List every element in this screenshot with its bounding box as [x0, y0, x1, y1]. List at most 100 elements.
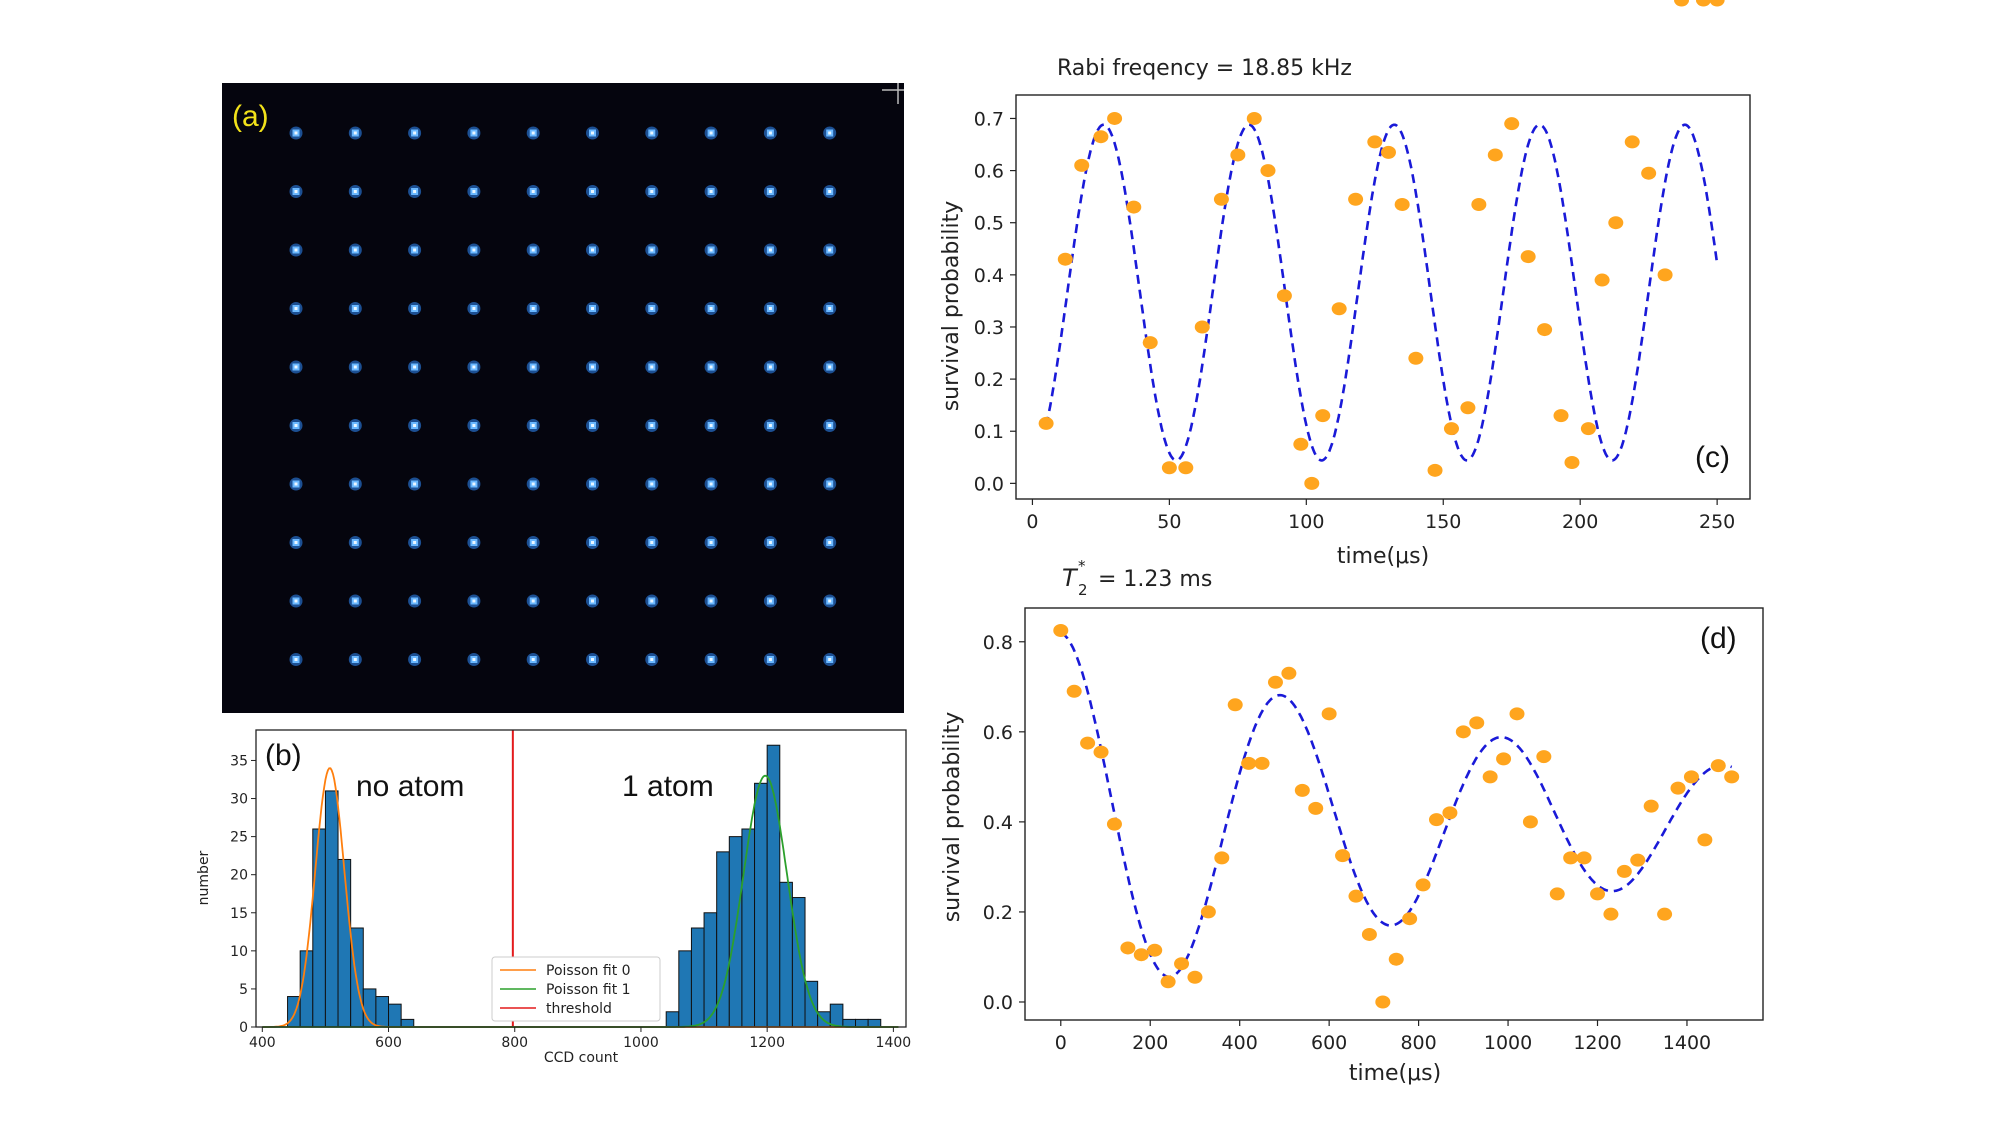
atom-spot [408, 185, 422, 198]
atom-spot [704, 360, 718, 374]
atom-spot [289, 126, 303, 140]
atom-spot [408, 126, 422, 140]
data-point [1161, 461, 1177, 475]
data-point [1482, 770, 1498, 784]
x-tick-label: 200 [1132, 1032, 1168, 1054]
atom-spot [289, 185, 303, 198]
x-tick-label: 0 [1026, 511, 1038, 533]
x-tick-label: 600 [1311, 1032, 1347, 1054]
atom-spot [704, 185, 718, 198]
histogram-bar [400, 1018, 415, 1028]
x-tick-label: 1200 [1573, 1032, 1621, 1054]
atom-spot [823, 243, 837, 257]
x-tick-label: 800 [1400, 1032, 1436, 1054]
histogram-bar [388, 1003, 402, 1028]
data-point [1367, 135, 1383, 149]
atom-spot [289, 477, 303, 491]
atom-spot [645, 536, 659, 549]
atom-array-grid [289, 126, 837, 666]
x-tick-label: 200 [1562, 511, 1598, 533]
atom-spot [467, 360, 481, 374]
atom-spot [645, 302, 659, 315]
histogram-bar [337, 858, 352, 1028]
atom-spot [408, 360, 422, 374]
ramsey-title-superscript: * [1078, 557, 1086, 575]
data-point [1057, 252, 1073, 266]
atom-spot [408, 419, 422, 432]
atom-spot [526, 536, 540, 549]
histogram-x-axis-label: CCD count [544, 1050, 619, 1066]
data-point [1608, 216, 1624, 230]
data-point [1142, 336, 1158, 350]
ramsey-y-axis-label: survival probability [940, 712, 965, 923]
one-atom-annotation: 1 atom [622, 770, 714, 803]
atom-spot [348, 243, 362, 257]
atom-spot [645, 477, 659, 491]
corner-crosshair-icon [882, 83, 904, 104]
atom-spot [348, 419, 362, 432]
legend-label-threshold: threshold [546, 1001, 612, 1017]
histogram-bar [375, 996, 390, 1028]
atom-spot [586, 360, 599, 374]
atom-spot [526, 302, 540, 315]
rabi-title: Rabi freqency = 18.85 kHz [1057, 56, 1352, 81]
fit-curve [1044, 123, 1719, 462]
no-atom-annotation: no atom [356, 770, 464, 803]
data-point [1267, 675, 1283, 689]
data-point [1509, 707, 1525, 721]
y-tick-label: 35 [230, 753, 248, 769]
ramsey-plot: 0 200 400 600 800 1000 1200 1400 0.0 0.2 0.4 0.6 0.8 [983, 624, 1740, 1054]
data-point [1536, 750, 1552, 764]
data-point [1388, 952, 1404, 966]
atom-spot [467, 536, 481, 549]
ramsey-title: T 2 * = 1.23 ms [1062, 557, 1212, 599]
atom-spot [763, 477, 777, 491]
data-point [1080, 736, 1096, 750]
data-point [1643, 799, 1659, 813]
atom-spot [348, 185, 362, 198]
atom-spot [586, 477, 599, 491]
data-point [1178, 461, 1194, 475]
data-point [1126, 200, 1142, 214]
atom-spot [348, 302, 362, 315]
panel-a: (a) [222, 83, 904, 713]
atom-spot [823, 302, 837, 315]
data-point [1683, 770, 1699, 784]
atom-spot [348, 360, 362, 374]
atom-spot [467, 653, 481, 666]
atom-spot [704, 653, 718, 666]
panel-a-camera-image [222, 83, 904, 713]
rabi-plot: 0 50 100 150 200 250 0.0 0.1 0.2 0.3 0.4 0.5 0.6 0.7 [974, 0, 1735, 533]
atom-spot [823, 477, 837, 491]
data-point [1293, 437, 1309, 451]
atom-spot [586, 536, 599, 549]
data-point [1487, 148, 1503, 162]
atom-spot [467, 477, 481, 491]
data-point [1563, 851, 1579, 865]
atom-spot [526, 185, 540, 198]
data-point [1695, 0, 1711, 7]
histogram-bar [829, 1003, 844, 1028]
ramsey-x-axis-label: time(μs) [1349, 1061, 1441, 1086]
panel-label-a: (a) [232, 100, 269, 133]
x-tick-label: 400 [1222, 1032, 1258, 1054]
histogram-bar [690, 927, 705, 1028]
y-tick-label: 0.6 [974, 161, 1004, 183]
atom-spot [763, 536, 777, 549]
atom-spot [763, 360, 777, 374]
atom-spot [645, 243, 659, 257]
y-tick-label: 0.2 [983, 902, 1013, 924]
atom-spot [763, 243, 777, 257]
rabi-frame [1015, 94, 1751, 500]
data-point [1674, 0, 1690, 7]
x-tick-label: 50 [1157, 511, 1181, 533]
data-point [1254, 756, 1270, 770]
atom-spot [586, 243, 599, 257]
data-point [1107, 111, 1123, 125]
y-tick-label: 0.4 [983, 812, 1013, 834]
atom-spot [467, 302, 481, 315]
fit-curve [1060, 631, 1733, 979]
data-point [1375, 995, 1391, 1009]
atom-spot [348, 594, 362, 608]
atom-spot [586, 302, 599, 315]
